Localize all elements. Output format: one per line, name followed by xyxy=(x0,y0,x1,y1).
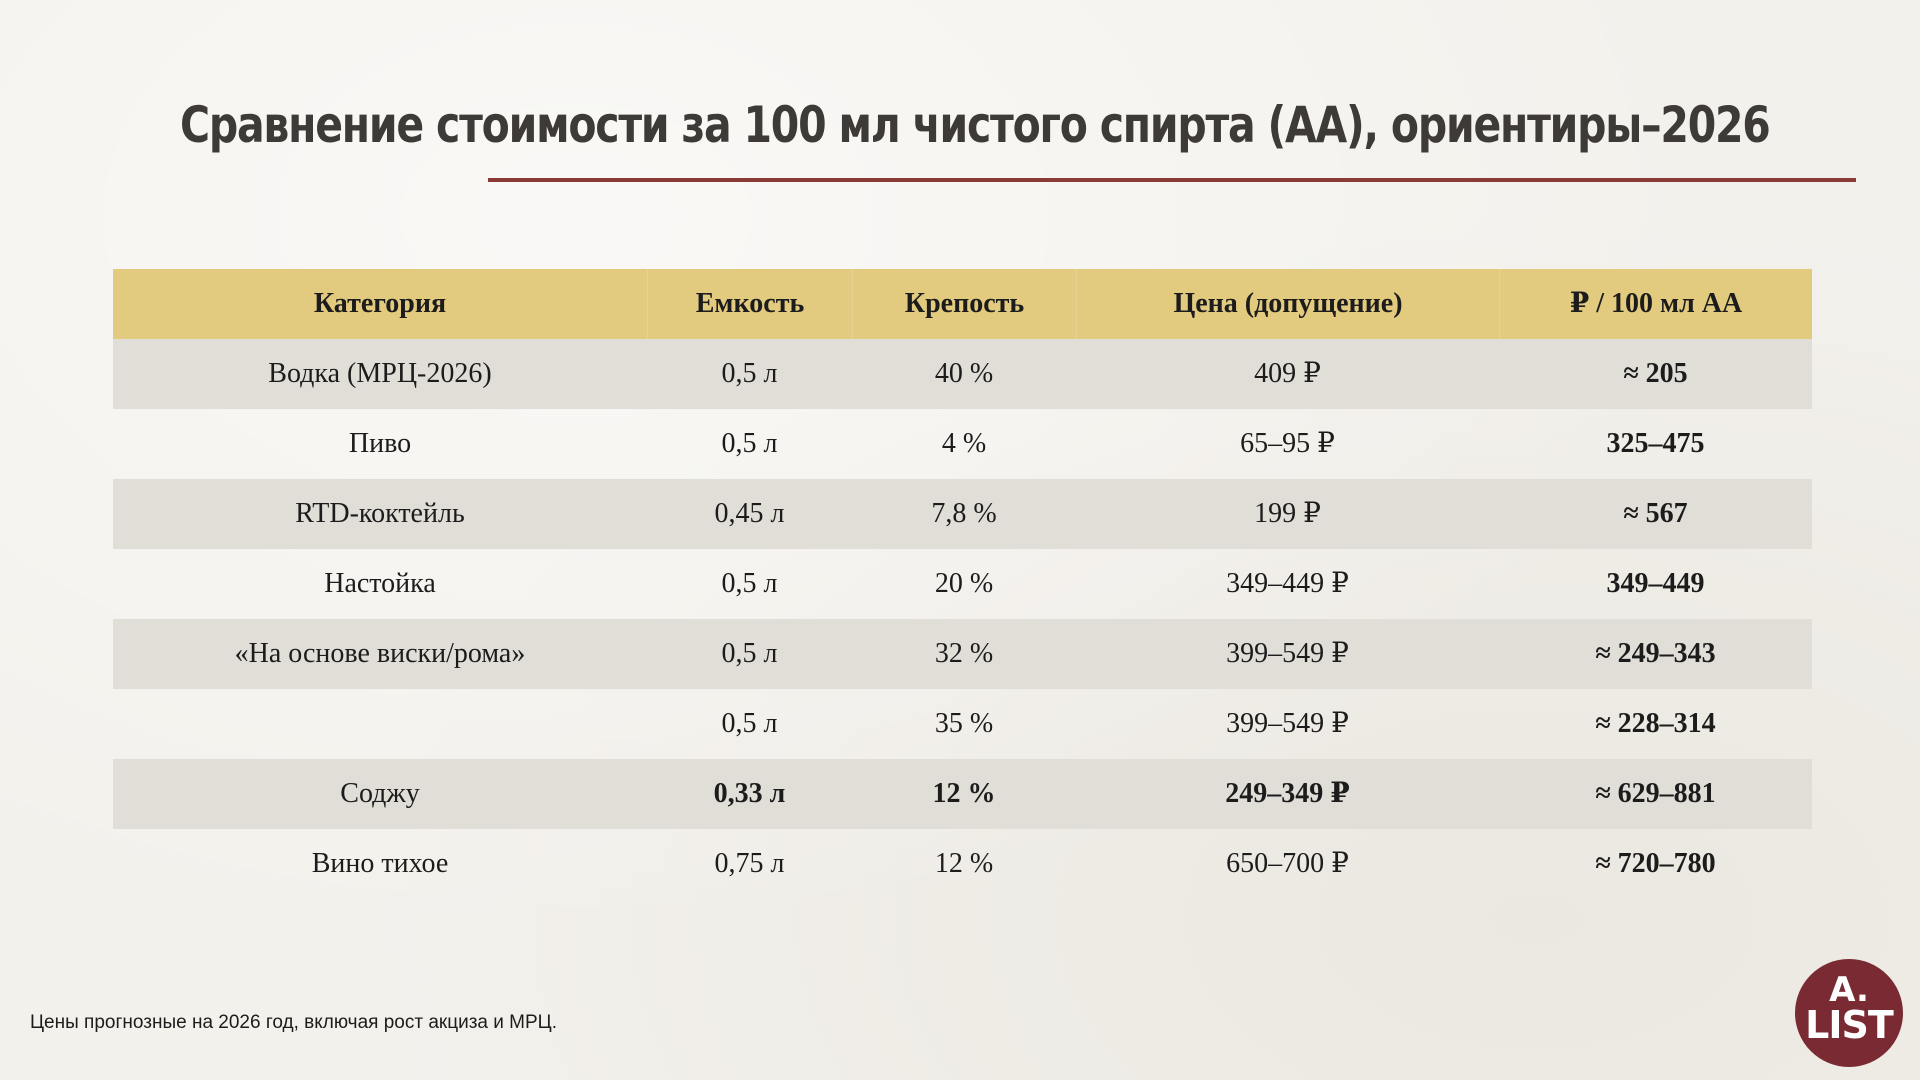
cell-per100: ≈ 629–881 xyxy=(1595,778,1716,809)
cell-volume: 0,5 л xyxy=(721,708,778,739)
table-row: «На основе виски/рома» 0,5 л 32 % 399–54… xyxy=(113,619,1812,689)
cell-strength: 35 % xyxy=(934,708,994,739)
footnote: Цены прогнозные на 2026 год, включая рос… xyxy=(30,1012,557,1033)
table-row: Водка (МРЦ-2026) 0,5 л 40 % 409 ₽ ≈ 205 xyxy=(113,339,1812,409)
cell-category: Пиво xyxy=(348,428,412,459)
cell-volume: 0,45 л xyxy=(714,498,785,529)
cell-strength: 4 % xyxy=(941,428,987,459)
cell-per100: 325–475 xyxy=(1606,428,1705,459)
table-row: 0,5 л 35 % 399–549 ₽ ≈ 228–314 xyxy=(113,689,1812,759)
header-category: Категория xyxy=(313,288,447,319)
cell-strength: 20 % xyxy=(934,568,994,599)
table-row: RTD-коктейль 0,45 л 7,8 % 199 ₽ ≈ 567 xyxy=(113,479,1812,549)
cell-volume: 0,5 л xyxy=(721,428,778,459)
page-title: Сравнение стоимости за 100 мл чистого сп… xyxy=(180,96,1771,154)
cell-per100: ≈ 205 xyxy=(1623,358,1688,389)
cell-price: 199 ₽ xyxy=(1254,498,1321,529)
cell-volume: 0,75 л xyxy=(714,848,785,879)
cell-strength: 32 % xyxy=(934,638,994,669)
cell-category: Соджу xyxy=(340,778,420,809)
cell-price: 249–349 ₽ xyxy=(1225,778,1350,809)
cell-per100: 349–449 xyxy=(1606,568,1705,599)
table-header-row: Категория Емкость Крепость Цена (допущен… xyxy=(113,269,1812,339)
header-strength: Крепость xyxy=(852,269,1076,339)
cell-strength: 7,8 % xyxy=(931,498,997,529)
cell-category xyxy=(113,689,647,759)
logo-line-1: A. xyxy=(1829,970,1869,1010)
cell-volume: 0,5 л xyxy=(721,638,778,669)
header-per100: ₽ / 100 мл АА xyxy=(1499,269,1812,339)
header-volume: Емкость xyxy=(647,269,852,339)
logo-line-2: LIST xyxy=(1805,1003,1894,1047)
cell-category: Вино тихое xyxy=(311,848,449,879)
cell-price: 399–549 ₽ xyxy=(1226,708,1349,739)
cell-price: 65–95 ₽ xyxy=(1240,428,1335,459)
cell-category: Настойка xyxy=(324,568,436,599)
cell-price: 349–449 ₽ xyxy=(1226,568,1349,599)
cell-category: RTD-коктейль xyxy=(295,498,465,529)
cell-price: 650–700 ₽ xyxy=(1226,848,1349,879)
cell-volume: 0,5 л xyxy=(721,568,778,599)
cell-category: «На основе виски/рома» xyxy=(234,638,526,669)
cell-price: 399–549 ₽ xyxy=(1226,638,1349,669)
cell-per100: ≈ 249–343 xyxy=(1595,638,1716,669)
cell-per100: ≈ 228–314 xyxy=(1595,708,1716,739)
cell-volume: 0,33 л xyxy=(713,778,786,809)
cell-strength: 40 % xyxy=(934,358,994,389)
cell-strength: 12 % xyxy=(932,778,996,809)
cell-price: 409 ₽ xyxy=(1254,358,1321,389)
comparison-table: Категория Емкость Крепость Цена (допущен… xyxy=(113,269,1812,899)
cell-per100: ≈ 567 xyxy=(1623,498,1688,529)
cell-per100: ≈ 720–780 xyxy=(1595,848,1716,879)
header-price: Цена (допущение) xyxy=(1076,269,1499,339)
cell-category: Водка (МРЦ-2026) xyxy=(268,358,492,389)
cell-strength: 12 % xyxy=(934,848,994,879)
a-list-logo: A. LIST xyxy=(1795,959,1903,1067)
table-row: Соджу 0,33 л 12 % 249–349 ₽ ≈ 629–881 xyxy=(113,759,1812,829)
table-row: Пиво 0,5 л 4 % 65–95 ₽ 325–475 xyxy=(113,409,1812,479)
table-row: Настойка 0,5 л 20 % 349–449 ₽ 349–449 xyxy=(113,549,1812,619)
title-underline xyxy=(488,178,1856,182)
table-row: Вино тихое 0,75 л 12 % 650–700 ₽ ≈ 720–7… xyxy=(113,829,1812,899)
cell-volume: 0,5 л xyxy=(721,358,778,389)
